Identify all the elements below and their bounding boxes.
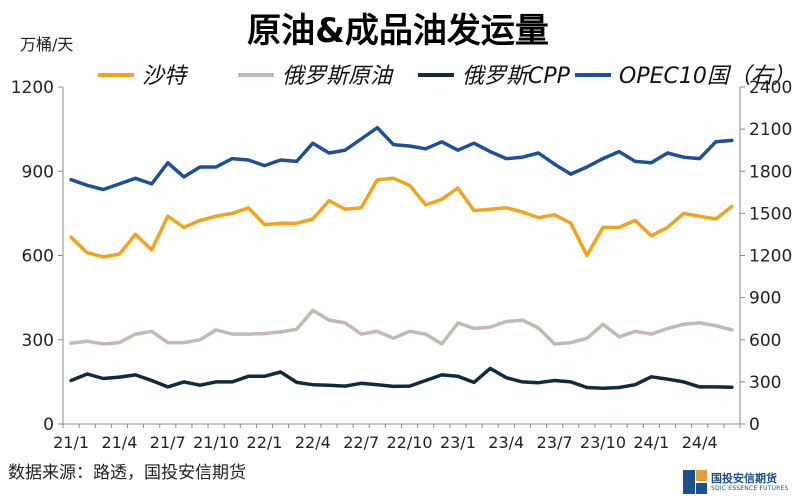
- company-logo: 国投安信期货 SDIC ESSENCE FUTURES: [683, 470, 789, 494]
- x-tick-label: 21/1: [53, 433, 89, 452]
- x-tick-label: 24/4: [682, 433, 718, 452]
- y-tick-label-right: 2100: [749, 120, 792, 140]
- series-line-1: [69, 176, 734, 259]
- y-tick-label-left: 0: [43, 415, 54, 435]
- logo-icon: [683, 470, 707, 494]
- x-tick-label: 22/1: [247, 433, 283, 452]
- y-tick-label-left: 900: [22, 162, 54, 182]
- x-tick-label: 23/1: [440, 433, 476, 452]
- y-tick-label-right: 1500: [749, 204, 792, 224]
- legend-label: 俄罗斯原油: [282, 64, 394, 89]
- series-line-4: [69, 125, 734, 192]
- x-tick-label: 22/4: [295, 433, 331, 452]
- line-chart: 原油&成品油发运量 万桶/天 沙特 俄罗斯原油 俄罗斯CPP OPEC10国（右） 0…: [11, 11, 795, 452]
- x-tick-label: 21/10: [193, 433, 239, 452]
- y-tick-label-right: 2400: [749, 78, 792, 98]
- legend: 沙特 俄罗斯原油 俄罗斯CPP OPEC10国（右）: [98, 64, 795, 89]
- series-lines: [69, 125, 734, 391]
- legend-label: OPEC10国（右）: [619, 64, 795, 89]
- y-tick-label-right: 600: [749, 331, 781, 351]
- x-tick-label: 22/7: [343, 433, 379, 452]
- y-tick-label-left: 1200: [11, 78, 54, 98]
- y-tick-label-right: 0: [749, 415, 760, 435]
- x-tick-label: 23/10: [580, 433, 626, 452]
- legend-label: 俄罗斯CPP: [462, 64, 571, 89]
- x-tick-label: 23/4: [488, 433, 524, 452]
- x-tick-label: 21/4: [101, 433, 137, 452]
- series-line-2: [69, 308, 734, 346]
- series-line-3: [69, 366, 734, 391]
- legend-label: 沙特: [142, 64, 189, 89]
- y-tick-label-right: 1800: [749, 162, 792, 182]
- y-tick-label-left: 600: [22, 247, 54, 267]
- source-note: 数据来源：路透，国投安信期货: [8, 463, 246, 483]
- unit-label: 万桶/天: [20, 35, 73, 54]
- x-tick-label: 21/7: [150, 433, 186, 452]
- y-tick-label-left: 300: [22, 331, 54, 351]
- chart-title: 原油&成品油发运量: [247, 11, 549, 51]
- x-tick-label: 23/7: [537, 433, 573, 452]
- y-tick-label-right: 300: [749, 373, 781, 393]
- y-tick-label-right: 900: [749, 289, 781, 309]
- logo-name-en: SDIC ESSENCE FUTURES: [711, 484, 789, 492]
- axes: 0 300 600 900 1200 0 300 600 900 1200 1500 1800 2100…: [11, 78, 793, 452]
- x-tick-label: 22/10: [387, 433, 433, 452]
- logo-name-cn: 国投安信期货: [711, 471, 777, 485]
- y-tick-label-right: 1200: [749, 247, 792, 267]
- x-tick-label: 24/1: [633, 433, 669, 452]
